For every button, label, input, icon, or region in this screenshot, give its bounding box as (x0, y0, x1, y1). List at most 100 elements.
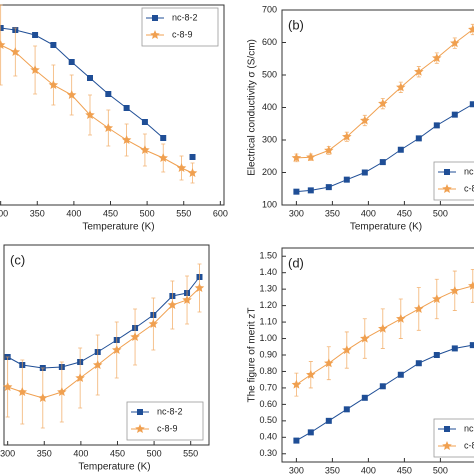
data-point (343, 406, 350, 413)
x-tick-label: 600 (213, 208, 228, 218)
data-point (396, 82, 406, 92)
x-tick-label: 300 (289, 208, 304, 218)
data-point (85, 110, 95, 120)
data-point (432, 294, 442, 304)
x-tick-label: 350 (30, 208, 45, 218)
x-tick-label: 500 (147, 448, 162, 458)
y-tick-label: 1.30 (259, 284, 277, 294)
y-tick-label: 100 (262, 199, 277, 209)
data-point (415, 360, 422, 367)
data-point (360, 115, 370, 125)
data-point (433, 352, 440, 358)
x-tick-label: 350 (325, 465, 340, 474)
data-point (415, 135, 422, 142)
data-point (160, 135, 167, 141)
data-point (111, 345, 122, 355)
data-point (158, 153, 168, 163)
legend-label: c-8-9 (464, 183, 474, 193)
y-tick-label: 0.90 (259, 349, 277, 359)
data-point (361, 394, 368, 401)
y-tick-label: 0.40 (259, 432, 277, 442)
x-axis-label: Temperature (K) (78, 462, 150, 473)
data-point (30, 65, 40, 75)
legend-marker (442, 441, 452, 451)
data-point (189, 154, 196, 160)
x-tick-label: 500 (433, 465, 448, 474)
data-point (306, 369, 316, 379)
y-tick-label: 1.00 (259, 333, 277, 343)
data-point (187, 168, 198, 178)
data-point (469, 101, 474, 108)
data-point (48, 80, 59, 90)
x-tick-label: 300 (289, 465, 304, 474)
y-tick-label: 0.80 (259, 366, 277, 376)
data-point (92, 360, 103, 370)
series-line (7, 276, 200, 369)
panel: 300 350 400 450 500 100 200 300 400 500 600 700 Temp… (247, 4, 474, 233)
y-tick-label: 0.50 (259, 415, 277, 425)
data-point (32, 32, 39, 38)
data-point (414, 303, 424, 313)
x-tick-label: 300 (0, 448, 15, 458)
data-point (0, 25, 4, 31)
legend-marker (444, 169, 450, 175)
data-point (50, 42, 57, 48)
data-point (291, 152, 302, 162)
y-tick-label: 400 (262, 102, 277, 112)
data-point (379, 383, 386, 390)
legend-marker (135, 424, 145, 434)
data-point (396, 313, 406, 323)
legend-label: c-8-9 (464, 440, 474, 450)
y-tick-label: 0.60 (259, 399, 277, 409)
y-tick-label: 1.20 (259, 300, 277, 310)
x-tick-label: 450 (110, 448, 125, 458)
legend-label: c-8-9 (157, 423, 178, 433)
legend-box (433, 161, 474, 201)
data-point (194, 283, 205, 293)
data-point (414, 66, 424, 76)
data-point (57, 387, 67, 397)
x-tick-label: 450 (103, 208, 118, 218)
x-tick-label: 500 (433, 208, 448, 218)
data-point (0, 40, 6, 50)
data-point (17, 387, 28, 397)
data-point (397, 371, 404, 378)
data-point (148, 319, 159, 329)
legend-marker (137, 409, 143, 415)
data-point (293, 188, 300, 195)
y-tick-label: 0.70 (259, 382, 277, 392)
data-point (86, 75, 93, 81)
legend-marker (442, 184, 452, 194)
data-point (307, 429, 314, 436)
x-tick-label: 350 (325, 208, 340, 218)
data-point (324, 358, 334, 368)
x-axis-label: Temperature (K) (350, 222, 422, 233)
data-point (342, 345, 352, 355)
data-point (176, 163, 187, 173)
y-tick-label: 700 (262, 4, 277, 14)
x-tick-label: 400 (361, 465, 376, 474)
series-line (296, 29, 474, 159)
legend-label: c-8-9 (172, 29, 193, 39)
legend-marker (152, 15, 158, 21)
legend-box (141, 7, 219, 47)
series-line (0, 44, 193, 174)
data-point (75, 373, 85, 383)
legend-label: nc-8-2 (464, 423, 474, 433)
data-point (306, 152, 316, 162)
legend-label: nc-8-2 (464, 166, 474, 176)
y-tick-label: 600 (262, 37, 277, 47)
y-tick-label: 500 (262, 69, 277, 79)
data-point (468, 24, 474, 34)
panel: 300 350 400 450 500 550 600 Temperature (K) nc-8… (0, 4, 228, 233)
data-point (2, 382, 13, 392)
x-tick-label: 300 (0, 208, 8, 218)
data-point (433, 122, 440, 129)
data-point (325, 417, 332, 424)
x-tick-label: 450 (397, 208, 412, 218)
data-point (167, 300, 178, 310)
data-point (450, 38, 460, 48)
data-point (121, 135, 132, 145)
data-point (105, 91, 112, 97)
legend-label: nc-8-2 (172, 12, 198, 22)
